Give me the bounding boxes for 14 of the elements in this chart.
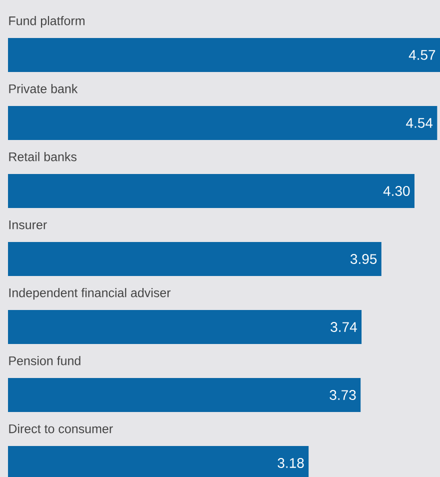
data-label: 4.54 bbox=[406, 118, 433, 128]
y-tick-label: Pension fund bbox=[9, 356, 80, 366]
y-tick-label: Direct to consumer bbox=[9, 424, 113, 434]
data-label: 3.73 bbox=[330, 390, 356, 400]
data-label: 3.74 bbox=[330, 322, 357, 332]
y-tick-label: Fund platform bbox=[9, 16, 84, 28]
y-tick-label: Insurer bbox=[9, 220, 47, 230]
data-label: 4.57 bbox=[408, 50, 436, 60]
data-label: 3.95 bbox=[350, 254, 377, 264]
data-label: 4.30 bbox=[383, 186, 410, 196]
data-label: 3.18 bbox=[278, 458, 304, 468]
y-tick-label: Independent financial adviser bbox=[9, 288, 171, 300]
y-tick-label: Private bank bbox=[9, 84, 78, 94]
y-tick-label: Retail banks bbox=[9, 152, 77, 162]
